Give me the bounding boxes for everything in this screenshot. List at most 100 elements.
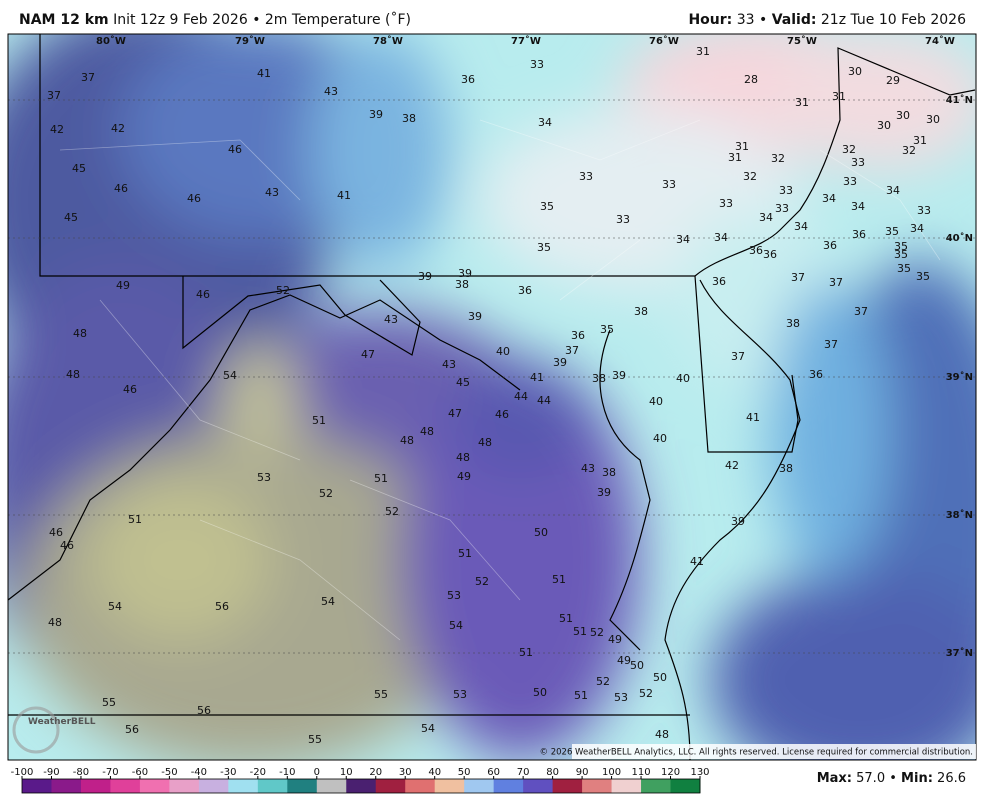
station-value: 39 — [468, 310, 482, 323]
colorbar-label: -50 — [161, 767, 177, 778]
station-value: 45 — [456, 376, 470, 389]
colorbar-swatch — [346, 779, 377, 793]
station-value: 44 — [514, 390, 528, 403]
station-value: 45 — [64, 211, 78, 224]
station-value: 34 — [759, 211, 773, 224]
station-value: 43 — [324, 85, 338, 98]
model: NAM 12 km — [19, 12, 109, 28]
station-value: 35 — [916, 270, 930, 283]
station-value: 34 — [794, 220, 808, 233]
station-value: 47 — [361, 348, 375, 361]
station-value: 33 — [719, 197, 733, 210]
station-value: 45 — [72, 162, 86, 175]
colorbar-swatch — [493, 779, 524, 793]
station-value: 51 — [574, 689, 588, 702]
station-value: 31 — [735, 140, 749, 153]
station-value: 28 — [744, 73, 758, 86]
colorbar-label: -90 — [43, 767, 59, 778]
station-value: 41 — [530, 371, 544, 384]
sep: • — [889, 771, 897, 786]
station-value: 44 — [537, 394, 551, 407]
station-value: 33 — [662, 178, 676, 191]
station-value: 38 — [592, 372, 606, 385]
colorbar-swatch — [405, 779, 436, 793]
station-value: 53 — [614, 691, 628, 704]
station-value: 43 — [442, 358, 456, 371]
station-value: 37 — [731, 350, 745, 363]
station-value: 33 — [851, 156, 865, 169]
station-value: 54 — [223, 369, 237, 382]
station-value: 46 — [228, 143, 242, 156]
lat-label: 40˚N — [946, 232, 973, 244]
colorbar-swatch — [51, 779, 82, 793]
station-value: 35 — [894, 240, 908, 253]
station-value: 35 — [540, 200, 554, 213]
station-value: 43 — [265, 186, 279, 199]
station-value: 48 — [478, 436, 492, 449]
colorbar-frame — [21, 778, 701, 794]
station-value: 46 — [49, 526, 63, 539]
station-value: 40 — [649, 395, 663, 408]
station-value: 35 — [894, 248, 908, 261]
station-value: 31 — [832, 90, 846, 103]
station-value: 52 — [319, 487, 333, 500]
station-value: 55 — [374, 688, 388, 701]
lon-label: 78˚W — [373, 35, 403, 47]
station-value: 34 — [676, 233, 690, 246]
station-value: 33 — [775, 202, 789, 215]
colorbar-label: -20 — [250, 767, 266, 778]
station-value: 51 — [128, 513, 142, 526]
station-value: 52 — [385, 505, 399, 518]
lon-label: 75˚W — [787, 35, 817, 47]
station-value: 33 — [530, 58, 544, 71]
colorbar-label: -80 — [73, 767, 89, 778]
colorbar-label: 90 — [576, 767, 589, 778]
station-value: 56 — [197, 704, 211, 717]
colorbar-label: -60 — [132, 767, 148, 778]
station-value: 34 — [851, 200, 865, 213]
station-value: 38 — [786, 317, 800, 330]
logo-swirl — [12, 706, 60, 754]
station-value: 30 — [926, 113, 940, 126]
station-value: 50 — [534, 526, 548, 539]
station-value: 41 — [337, 189, 351, 202]
station-value: 31 — [696, 45, 710, 58]
station-value: 36 — [852, 228, 866, 241]
station-value: 36 — [461, 73, 475, 86]
valid-label: Valid: — [771, 12, 817, 28]
station-value: 48 — [456, 451, 470, 464]
station-value: 42 — [725, 459, 739, 472]
logo: WeatherBELL — [28, 717, 96, 727]
station-value: 43 — [384, 313, 398, 326]
init: Init 12z 9 Feb 2026 • 2m Temperature (˚F… — [113, 12, 412, 28]
lon-label: 74˚W — [925, 35, 955, 47]
station-value: 39 — [612, 369, 626, 382]
state-border — [182, 276, 421, 356]
colorbar-label: 10 — [340, 767, 353, 778]
station-value: 37 — [824, 338, 838, 351]
lat-label: 38˚N — [946, 509, 973, 521]
station-value: 46 — [60, 539, 74, 552]
station-value: 37 — [47, 89, 61, 102]
colorbar-label: 40 — [428, 767, 441, 778]
lat-label: 41˚N — [946, 94, 973, 106]
station-value: 38 — [602, 466, 616, 479]
station-value: 48 — [655, 728, 669, 741]
station-value: 49 — [617, 654, 631, 667]
colorbar-swatch — [434, 779, 465, 793]
colorbar-swatch — [316, 779, 347, 793]
max-label: Max: — [816, 771, 852, 786]
colorbar-swatch — [287, 779, 318, 793]
colorbar-swatch — [169, 779, 200, 793]
station-value: 31 — [795, 96, 809, 109]
hour-label: Hour: — [688, 12, 733, 28]
station-value: 40 — [496, 345, 510, 358]
station-value: 56 — [125, 723, 139, 736]
colorbar-label: 70 — [517, 767, 530, 778]
station-value: 34 — [822, 192, 836, 205]
station-value: 46 — [114, 182, 128, 195]
colorbar-label: 130 — [690, 767, 709, 778]
station-value: 37 — [81, 71, 95, 84]
station-value: 39 — [553, 356, 567, 369]
station-value: 52 — [639, 687, 653, 700]
